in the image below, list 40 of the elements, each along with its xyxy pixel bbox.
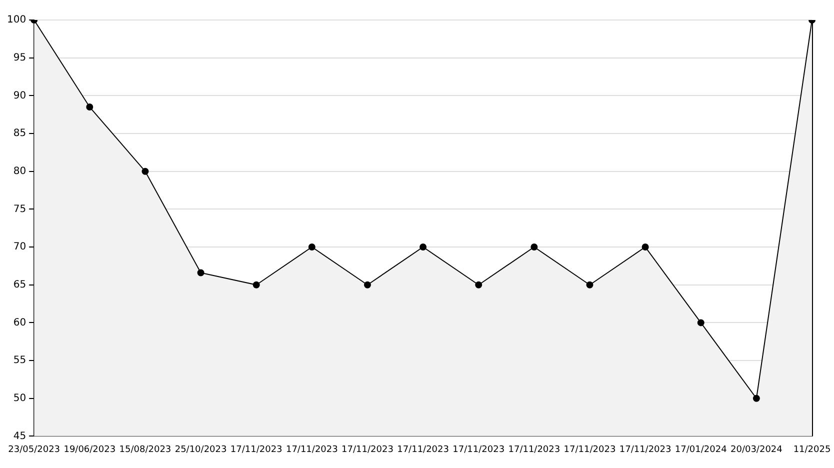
x-tick-label: 15/08/2023 — [119, 444, 172, 455]
y-tick-label: 95 — [13, 52, 26, 64]
y-tick-label: 65 — [13, 279, 26, 290]
y-tick-label: 55 — [13, 355, 26, 366]
point — [530, 244, 538, 251]
point — [586, 281, 594, 288]
x-tick-label: 17/11/2023 — [397, 444, 449, 455]
x-tick-label: 17/11/2023 — [452, 444, 505, 455]
x-tick-label: 20/03/2024 — [730, 444, 783, 455]
point — [364, 281, 371, 288]
x-tick-label: 23/05/2023 — [8, 444, 60, 455]
point — [420, 244, 427, 251]
y-tick-label: 70 — [13, 242, 26, 253]
point — [308, 244, 316, 251]
y-tick-label: 90 — [13, 90, 26, 102]
point — [142, 168, 149, 175]
point — [752, 394, 760, 402]
x-tick-label: 19/06/2023 — [64, 444, 116, 455]
x-tick-label: 17/11/2023 — [508, 444, 560, 455]
y-tick-label: 50 — [13, 392, 26, 404]
x-tick-label: 17/11/2023 — [342, 444, 394, 455]
y-tick-label: 100 — [6, 14, 26, 26]
point — [252, 281, 260, 288]
point — [86, 104, 94, 111]
y-tick-label: 80 — [13, 166, 26, 177]
point — [642, 244, 649, 251]
point — [197, 269, 204, 276]
x-tick-label: 17/11/2023 — [564, 444, 616, 455]
x-tick-label: 25/10/2023 — [174, 444, 227, 455]
point — [475, 281, 482, 288]
x-tick-label: 17/11/2023 — [230, 444, 282, 455]
x-tick-label: 11/2025 — [793, 444, 831, 455]
x-tick-label: 17/01/2024 — [674, 444, 728, 455]
y-tick-label: 85 — [13, 128, 26, 140]
point — [697, 319, 704, 326]
y-tick-label: 75 — [13, 204, 26, 215]
y-tick-label: 45 — [13, 430, 26, 442]
x-tick-label: 17/11/2023 — [619, 444, 672, 455]
x-tick-label: 17/11/2023 — [286, 444, 338, 455]
y-tick-label: 60 — [13, 317, 26, 328]
